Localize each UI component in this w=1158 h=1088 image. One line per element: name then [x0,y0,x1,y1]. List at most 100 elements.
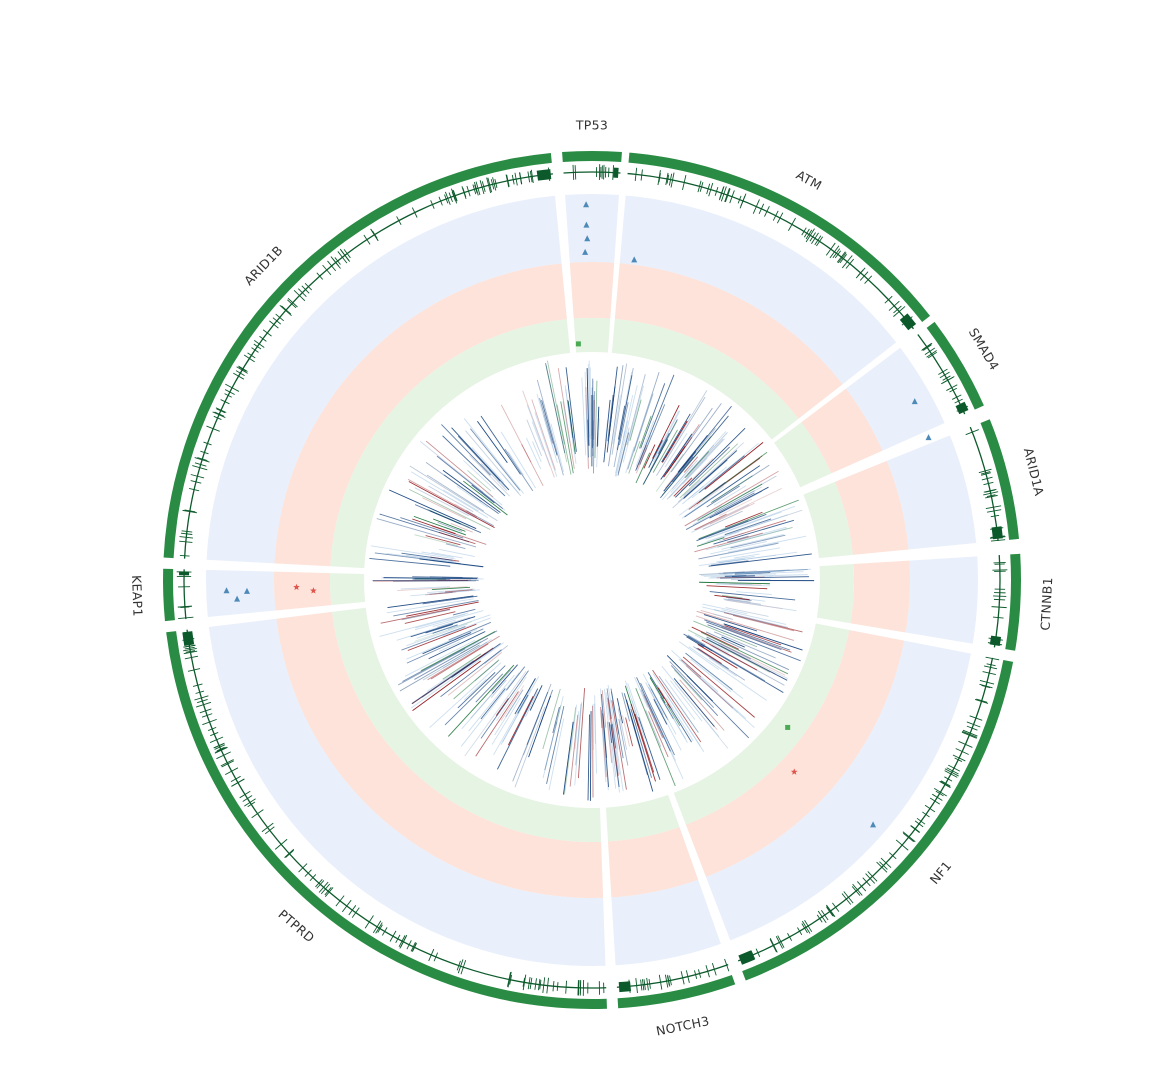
heatmap-line [648,711,669,758]
exon-tick [179,540,193,543]
heatmap-line [642,673,677,735]
heatmap-line [539,398,554,444]
heatmap-line [451,427,510,491]
heatmap-line [400,586,450,590]
heatmap-line [640,682,675,756]
exon-tick [511,174,515,185]
exon-tick [183,647,197,652]
exon-tick [714,186,719,196]
heatmap-line [431,552,463,559]
heatmap-line [688,446,730,487]
exon-tick [981,476,993,481]
exon-tick [720,186,727,202]
gene-label-ptprd: PTPRD [275,906,317,945]
exon-tick [236,366,248,374]
heatmap-line [589,367,592,440]
exon-tick [958,740,973,748]
heatmap-line [414,504,482,534]
exon-tick [444,194,449,204]
heatmap-line [430,643,489,680]
heatmap-line [727,535,807,553]
heatmap-line [718,570,757,574]
heatmap-line [698,455,745,494]
heatmap-line [661,666,720,738]
heatmap-line [686,675,750,739]
exon-tick [938,368,948,375]
exon-tick [251,347,259,353]
exon-tick [322,264,332,276]
heatmap-line [370,545,456,560]
green-band-notch3 [605,794,680,842]
gene-label-arid1b: ARID1B [241,243,286,289]
heatmap-line [712,613,734,621]
heatmap-line [612,395,621,445]
heatmap-line [608,386,616,437]
exon-tick [318,881,329,893]
heatmap-line [635,688,676,787]
gene-baseline-ctnnb1 [993,555,1001,648]
heatmap-line [407,623,477,651]
track-bands [206,193,978,966]
exon-tick [986,494,996,497]
heatmap-line [642,439,668,485]
heatmap-line [630,703,656,782]
heatmap-line [679,679,725,731]
exon-tick [259,335,267,342]
heatmap-line [681,659,702,678]
heatmap-line [545,363,566,454]
heatmap-line [697,648,722,665]
heatmap-line [608,722,613,744]
exon-tick [699,182,704,192]
heatmap-line [427,588,475,594]
exon-tick [253,343,262,350]
exon-tick [949,387,957,393]
heatmap-line [665,697,694,741]
exon-tick [985,505,1002,510]
exon-tick [983,488,997,493]
exon-tick [430,200,435,209]
heatmap-line [628,440,641,474]
exon-tick [634,167,638,182]
exon-tick [916,817,926,825]
heatmap-line [694,634,729,654]
heatmap-line [441,424,491,476]
star-marker [310,587,317,594]
heatmap-line [426,659,474,692]
exon-tick [843,891,854,904]
exon-tick [706,183,711,195]
heatmap-line [447,614,491,630]
exon-tick [921,342,933,351]
heatmap-line [665,390,708,459]
exon-tick [262,329,272,337]
heatmap-line [560,401,574,474]
triangle-marker [243,587,250,594]
heatmap-line [724,599,797,612]
heatmap-line [512,683,552,782]
heatmap-line [670,431,727,493]
heatmap-line [721,636,745,648]
heatmap-line [438,641,461,652]
gene-label-atm: ATM [794,167,825,193]
heatmap-line [469,455,510,497]
heatmap-line [647,672,665,700]
exon-block-smad4 [955,401,969,415]
heatmap-line [581,377,587,456]
blue-band-ctnnb1 [905,556,978,644]
exon-tick [444,191,451,205]
exon-block-tp53 [613,167,619,178]
exon-tick [194,457,210,463]
exon-tick [209,736,224,743]
exon-tick [332,258,340,267]
heatmap-line [719,642,786,676]
exon-tick [811,232,819,245]
heatmap-line [721,609,787,625]
heatmap-line [575,703,582,766]
gene-structure-track [176,164,1008,996]
exon-tick [895,839,909,851]
heatmap-line [622,385,644,463]
exon-tick [739,193,747,209]
exon-tick [922,811,930,818]
heatmap-line [611,363,628,455]
heatmap-line [442,435,506,497]
heatmap-line [438,531,476,545]
